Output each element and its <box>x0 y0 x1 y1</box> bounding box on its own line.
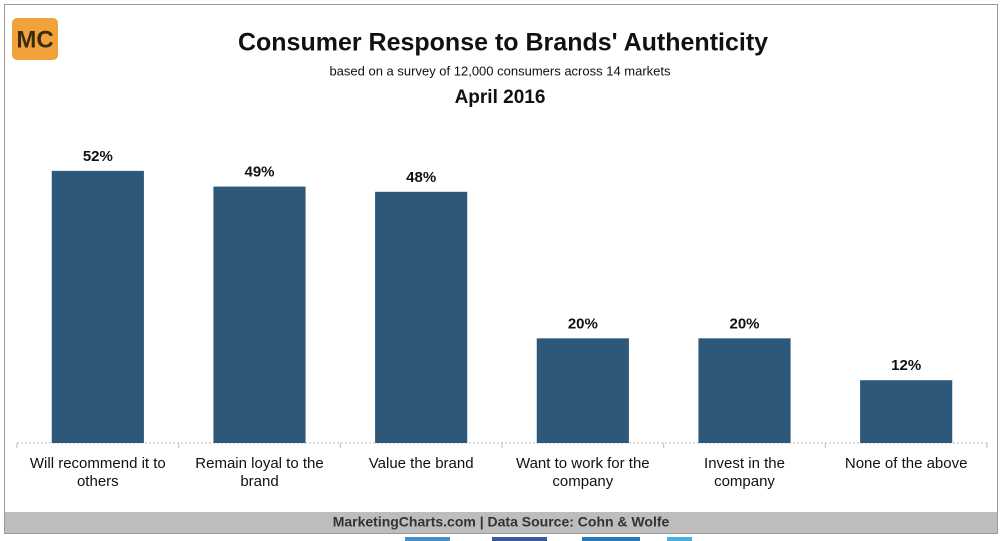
bar <box>213 186 306 444</box>
bar <box>536 338 629 443</box>
share-button[interactable] <box>405 537 450 541</box>
x-tick-label: Remain loyal to the brand <box>195 455 323 490</box>
x-tick-label: Value the brand <box>369 455 474 472</box>
share-button[interactable] <box>492 537 547 541</box>
logo-badge <box>12 18 58 60</box>
logo: MC <box>12 18 58 60</box>
data-label: 52% <box>83 148 113 165</box>
data-label: 20% <box>729 315 759 332</box>
bar <box>375 191 468 443</box>
x-tick-label: Will recommend it to others <box>30 455 166 490</box>
share-button[interactable] <box>582 537 640 541</box>
source: MarketingCharts.com | Data Source: Cohn … <box>333 514 670 530</box>
data-label: 49% <box>244 164 274 181</box>
x-tick-label: Invest in the company <box>704 455 785 490</box>
bar <box>860 380 953 443</box>
logo-text: MC <box>16 26 53 53</box>
bar <box>698 338 791 443</box>
share-button[interactable] <box>667 537 692 541</box>
chart-date: April 2016 <box>455 87 546 108</box>
chart-subtitle: based on a survey of 12,000 consumers ac… <box>329 63 671 78</box>
data-label: 48% <box>406 169 436 186</box>
bar <box>51 170 144 443</box>
chart-title: Consumer Response to Brands' Authenticit… <box>238 29 768 57</box>
x-tick-label: None of the above <box>845 455 968 472</box>
footer-bar <box>5 512 997 533</box>
x-tick-label: Want to work for the company <box>516 455 650 490</box>
frame <box>4 4 998 534</box>
data-label: 20% <box>568 315 598 332</box>
data-label: 12% <box>891 357 921 374</box>
